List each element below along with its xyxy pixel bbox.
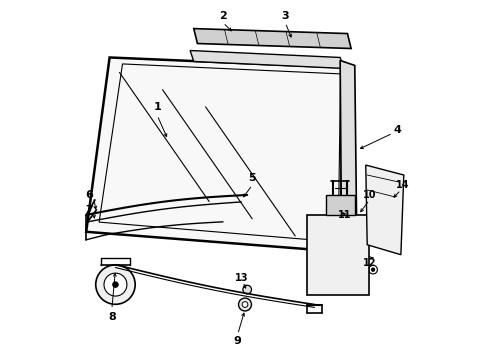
- Circle shape: [369, 265, 377, 274]
- Circle shape: [243, 285, 251, 294]
- Circle shape: [344, 212, 350, 218]
- Circle shape: [242, 302, 248, 307]
- Text: 9: 9: [234, 336, 242, 346]
- Circle shape: [113, 282, 118, 288]
- Text: 11: 11: [338, 210, 351, 220]
- Text: 5: 5: [248, 173, 256, 183]
- Polygon shape: [366, 165, 404, 255]
- Polygon shape: [194, 28, 351, 49]
- Polygon shape: [325, 195, 355, 215]
- Text: 1: 1: [153, 102, 161, 112]
- Text: 6: 6: [85, 190, 93, 200]
- Text: 7: 7: [85, 205, 93, 215]
- Text: 12: 12: [364, 258, 377, 268]
- Text: 10: 10: [363, 190, 376, 200]
- Circle shape: [239, 298, 251, 311]
- Text: 13: 13: [235, 273, 248, 283]
- Circle shape: [344, 172, 350, 178]
- Polygon shape: [307, 215, 369, 294]
- Text: 8: 8: [108, 312, 116, 323]
- Text: 14: 14: [396, 180, 410, 190]
- Text: 2: 2: [219, 11, 227, 21]
- Polygon shape: [340, 60, 357, 255]
- Circle shape: [344, 127, 350, 133]
- Polygon shape: [190, 50, 344, 68]
- Circle shape: [104, 273, 127, 296]
- Text: 3: 3: [281, 11, 289, 21]
- Text: 4: 4: [393, 125, 401, 135]
- Circle shape: [96, 265, 135, 304]
- Circle shape: [371, 268, 375, 271]
- Polygon shape: [86, 58, 344, 252]
